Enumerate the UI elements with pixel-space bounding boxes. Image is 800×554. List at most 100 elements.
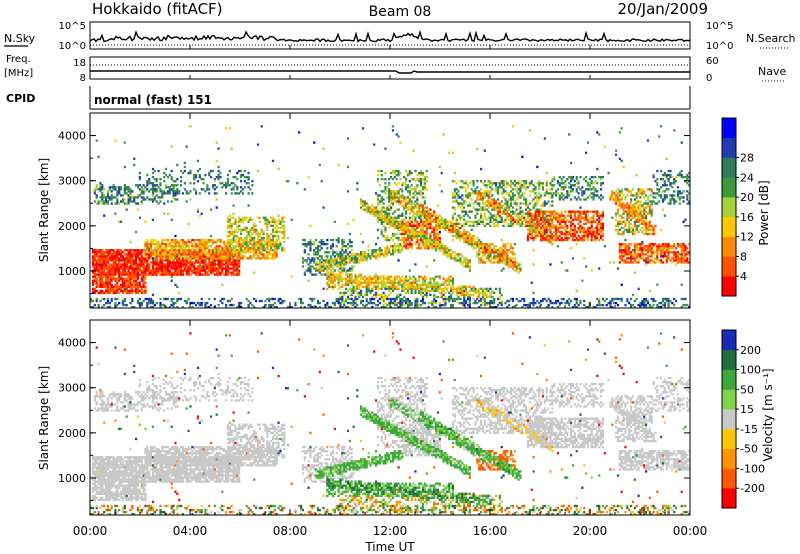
- power-cell: [161, 238, 164, 242]
- power-cell: [472, 190, 475, 193]
- power-cell: [200, 240, 203, 244]
- power-cell: [165, 251, 168, 254]
- power-cell: [144, 240, 147, 244]
- power-cell: [500, 218, 503, 221]
- power-cell: [536, 222, 539, 226]
- power-cell: [635, 255, 638, 258]
- power-cell: [178, 243, 181, 246]
- power-cell: [360, 281, 363, 284]
- power-cell: [451, 206, 455, 209]
- power-cell: [481, 206, 485, 209]
- power-cell: [600, 236, 603, 240]
- power-cell: [129, 291, 132, 295]
- power-cell: [378, 293, 381, 297]
- power-cell: [253, 226, 256, 230]
- power-cell: [360, 289, 363, 293]
- power-cell: [579, 175, 582, 179]
- power-cell: [418, 275, 421, 278]
- power-cell: [180, 263, 183, 266]
- power-cell: [142, 265, 145, 268]
- power-cell: [648, 210, 651, 213]
- power-cell: [528, 218, 531, 221]
- power-cell: [301, 265, 305, 268]
- power-cell: [416, 230, 419, 234]
- power-cell: [461, 204, 464, 207]
- power-cell: [348, 267, 351, 270]
- power-cell: [408, 212, 411, 215]
- power-cell: [350, 277, 353, 280]
- power-cell: [268, 240, 271, 244]
- power-cell: [343, 259, 346, 262]
- power-cell: [622, 194, 625, 197]
- power-cell: [226, 178, 230, 181]
- power-cell: [416, 224, 419, 228]
- power-cell: [95, 263, 98, 266]
- power-cell: [620, 253, 623, 256]
- power-cell: [498, 220, 501, 223]
- power-cell: [337, 283, 340, 286]
- power-cell: [468, 210, 471, 213]
- power-cell: [241, 173, 245, 177]
- power-cell: [586, 214, 590, 217]
- power-cell: [320, 255, 323, 258]
- power-cell: [536, 208, 539, 211]
- power-cell: [200, 238, 203, 242]
- power-cell: [105, 200, 108, 203]
- power-cell: [397, 226, 400, 230]
- power-cell: [421, 230, 425, 234]
- power-cell: [431, 240, 434, 244]
- power-cell: [414, 291, 417, 295]
- power-cell: [433, 277, 436, 280]
- power-cell: [431, 277, 434, 280]
- power-cell: [600, 188, 603, 191]
- power-cell: [136, 289, 140, 293]
- power-cell: [406, 184, 410, 187]
- power-cell: [354, 295, 357, 299]
- power-cell: [618, 245, 621, 248]
- power-cell: [219, 271, 222, 274]
- power-cell: [331, 287, 335, 291]
- power-cell: [148, 255, 151, 258]
- power-cell: [187, 192, 190, 195]
- power-cell: [541, 212, 545, 215]
- power-cell: [375, 295, 378, 299]
- power-cell: [656, 247, 659, 250]
- power-cell: [476, 255, 479, 258]
- power-cell: [181, 238, 185, 242]
- power-cell: [397, 196, 400, 199]
- power-cell: [230, 226, 233, 230]
- power-cell: [506, 182, 509, 185]
- power-cell: [436, 283, 440, 286]
- power-cell: [624, 251, 627, 254]
- power-cell: [660, 245, 663, 248]
- power-cell: [234, 230, 237, 234]
- power-cell: [151, 188, 155, 191]
- power-cell: [213, 192, 216, 195]
- power-cell: [487, 198, 490, 201]
- power-cell: [95, 277, 98, 280]
- power-cell: [491, 257, 494, 260]
- power-cell: [481, 182, 485, 185]
- power-cell: [403, 232, 406, 236]
- power-cell: [181, 263, 185, 266]
- power-cells: [90, 125, 691, 309]
- power-cell: [174, 273, 177, 276]
- power-cell: [348, 251, 351, 254]
- power-cell: [151, 249, 155, 252]
- power-cell: [560, 186, 563, 189]
- power-cell: [556, 212, 560, 215]
- power-cell: [358, 281, 361, 284]
- power-cell: [369, 299, 372, 303]
- power-cell: [234, 265, 237, 268]
- power-cell: [101, 192, 104, 195]
- power-cell: [555, 216, 558, 219]
- power-cell: [684, 253, 687, 256]
- power-cell: [397, 192, 400, 195]
- power-cell: [451, 291, 455, 295]
- power-cell: [631, 206, 635, 209]
- power-cell: [416, 173, 419, 177]
- power-cell: [118, 265, 121, 268]
- power-cell: [570, 232, 573, 236]
- power-cell: [350, 255, 353, 258]
- power-cell: [630, 198, 633, 201]
